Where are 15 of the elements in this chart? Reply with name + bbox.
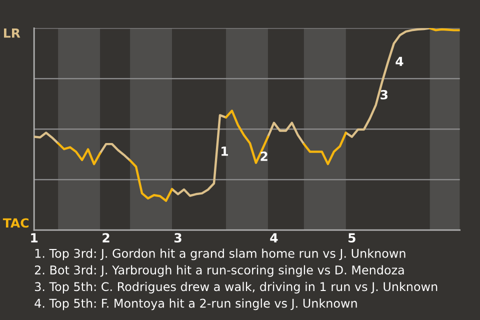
x-tick-label: 1 — [31, 233, 38, 242]
annotation: 4 — [396, 56, 404, 66]
annotation: 1 — [222, 146, 228, 156]
text: TAC — [2, 218, 28, 228]
text: 1. Top 3rd: J. Gordon hit a grand slam home run vs J. Unknown — [35, 248, 406, 260]
text: 2. Bot 3rd: J. Yarbrough hit a run-scoring single vs D. Mendoza — [34, 265, 404, 277]
x-tick-label: 5 — [348, 233, 356, 243]
annotation: 2 — [260, 152, 268, 161]
x-tick-label: 4 — [270, 233, 278, 242]
text: LR — [4, 28, 20, 38]
annotation: 3 — [380, 90, 388, 100]
text: 4. Top 5th: F. Montoya hit a 2-run single vs J. Unknown — [34, 298, 357, 310]
text: 3. Top 5th: C. Rodrigues drew a walk, driving in 1 run vs J. Unknown — [34, 282, 438, 294]
x-tick-label: 3 — [174, 233, 182, 243]
x-tick-label: 2 — [102, 233, 110, 242]
